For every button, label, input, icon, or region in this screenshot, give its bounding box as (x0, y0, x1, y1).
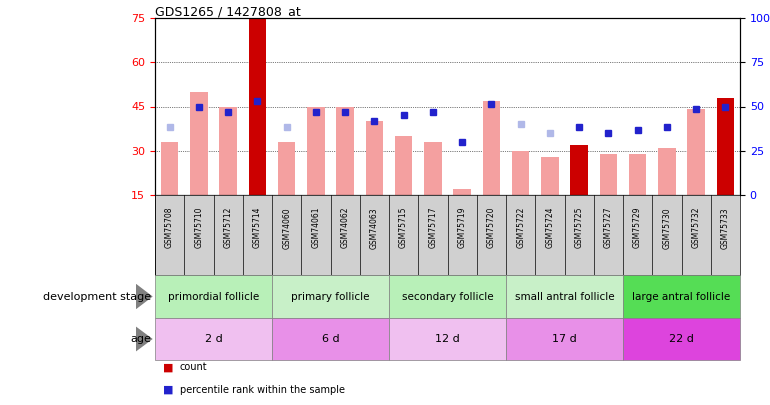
Text: count: count (179, 362, 207, 372)
Text: GSM75720: GSM75720 (487, 207, 496, 249)
Text: 12 d: 12 d (435, 334, 460, 344)
Text: 22 d: 22 d (669, 334, 694, 344)
Text: GSM75722: GSM75722 (516, 207, 525, 248)
Text: age: age (130, 334, 151, 344)
Text: GSM75725: GSM75725 (574, 207, 584, 249)
Bar (272, 318, 389, 360)
Text: primordial follicle: primordial follicle (168, 292, 259, 301)
Text: GSM75724: GSM75724 (545, 207, 554, 249)
Bar (272, 275, 389, 318)
Text: GSM75715: GSM75715 (399, 207, 408, 249)
Text: 17 d: 17 d (552, 334, 577, 344)
Bar (366, 121, 383, 195)
Text: ■: ■ (162, 362, 173, 372)
Text: GSM75732: GSM75732 (691, 207, 701, 249)
Text: 2 d: 2 d (205, 334, 223, 344)
Bar (336, 107, 354, 195)
Text: 6 d: 6 d (322, 334, 340, 344)
Bar (658, 148, 675, 195)
Bar (688, 109, 705, 195)
Bar (717, 98, 734, 195)
Text: GSM75727: GSM75727 (604, 207, 613, 249)
Bar (623, 275, 740, 318)
Bar (155, 275, 272, 318)
Text: GSM75730: GSM75730 (662, 207, 671, 249)
Text: GSM75729: GSM75729 (633, 207, 642, 249)
Bar (506, 318, 623, 360)
Text: GSM74061: GSM74061 (311, 207, 320, 249)
Bar (629, 154, 646, 195)
Bar (454, 189, 471, 195)
Bar (307, 107, 325, 195)
Text: GSM75717: GSM75717 (428, 207, 437, 249)
Polygon shape (136, 326, 152, 352)
Text: GSM75708: GSM75708 (165, 207, 174, 249)
Text: small antral follicle: small antral follicle (514, 292, 614, 301)
Text: percentile rank within the sample: percentile rank within the sample (179, 384, 345, 394)
Bar (571, 145, 588, 195)
Bar (600, 154, 617, 195)
Bar (424, 142, 442, 195)
Bar (278, 142, 296, 195)
Bar (483, 100, 501, 195)
Text: GSM75712: GSM75712 (223, 207, 233, 248)
Text: GSM74060: GSM74060 (282, 207, 291, 249)
Text: ■: ■ (162, 384, 173, 394)
Text: primary follicle: primary follicle (291, 292, 370, 301)
Bar (506, 275, 623, 318)
Bar (395, 136, 413, 195)
Polygon shape (136, 284, 152, 309)
Bar (541, 157, 559, 195)
Bar (219, 107, 237, 195)
Bar (155, 318, 272, 360)
Text: GSM75710: GSM75710 (194, 207, 203, 249)
Bar (512, 151, 530, 195)
Bar (389, 275, 506, 318)
Text: GSM75719: GSM75719 (457, 207, 467, 249)
Bar (623, 318, 740, 360)
Bar (190, 92, 208, 195)
Text: GSM74063: GSM74063 (370, 207, 379, 249)
Text: GDS1265 / 1427808_at: GDS1265 / 1427808_at (155, 5, 301, 18)
Bar (389, 318, 506, 360)
Bar (161, 142, 179, 195)
Bar (249, 18, 266, 195)
Text: development stage: development stage (43, 292, 151, 301)
Text: GSM75733: GSM75733 (721, 207, 730, 249)
Text: secondary follicle: secondary follicle (402, 292, 494, 301)
Text: GSM75714: GSM75714 (253, 207, 262, 249)
Text: GSM74062: GSM74062 (340, 207, 350, 249)
Text: large antral follicle: large antral follicle (632, 292, 731, 301)
